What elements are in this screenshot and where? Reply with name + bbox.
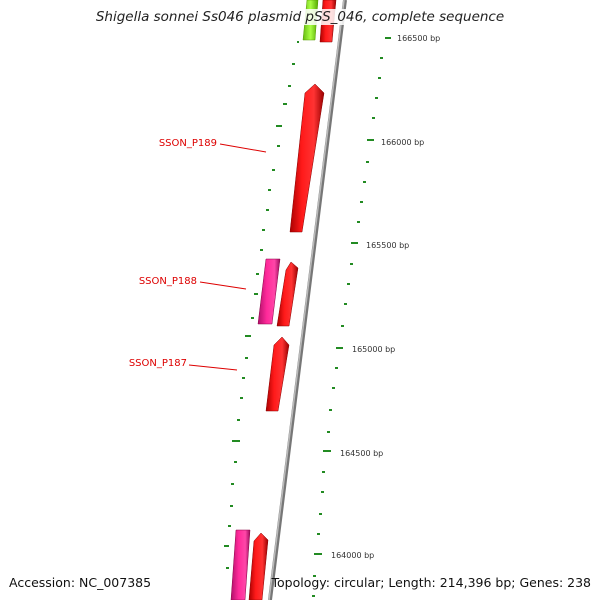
leader-line-sson-p187 — [188, 364, 238, 371]
gene-arrow-sson-p188-red[interactable] — [276, 261, 299, 327]
position-label-166500: 166500 bp — [397, 34, 440, 43]
leader-line-sson-p188 — [199, 281, 247, 290]
position-label-166000: 166000 bp — [381, 138, 424, 147]
gene-label-sson-p189[interactable]: SSON_P189 — [159, 138, 217, 149]
position-label-164500: 164500 bp — [340, 449, 383, 458]
leader-line-sson-p189 — [219, 143, 267, 153]
gc-content-track — [224, 41, 299, 569]
gene-arrow-sson-p189[interactable] — [289, 83, 325, 233]
gene-label-sson-p187[interactable]: SSON_P187 — [129, 358, 187, 369]
topology-text: Topology: circular; Length: 214,396 bp; … — [271, 575, 592, 590]
position-label-165500: 165500 bp — [366, 241, 409, 250]
gene-arrow-sson-p188-pink[interactable] — [257, 258, 281, 325]
position-label-164000: 164000 bp — [331, 551, 374, 560]
position-label-165000: 165000 bp — [352, 345, 395, 354]
gene-arrow-sson-p187[interactable] — [265, 336, 290, 412]
gene-label-sson-p188[interactable]: SSON_P188 — [139, 276, 197, 287]
accession-text: Accession: NC_007385 — [9, 575, 152, 590]
plasmid-backbone — [268, 0, 347, 600]
gene-arrow-bottom-pink[interactable] — [230, 529, 251, 600]
gene-arrow-bottom-red[interactable] — [248, 532, 269, 600]
map-title: Shigella sonnei Ss046 plasmid pSS_046, c… — [0, 9, 600, 25]
coordinate-ticks — [312, 37, 391, 597]
